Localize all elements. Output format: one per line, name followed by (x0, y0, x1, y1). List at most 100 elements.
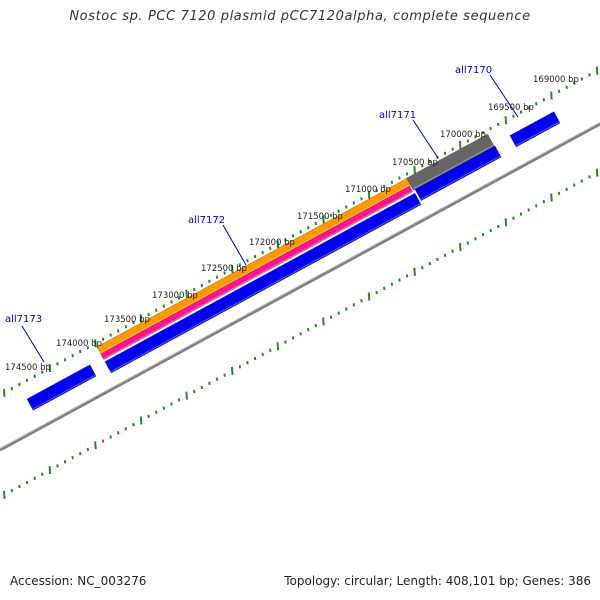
tick-mark-inner (542, 199, 546, 204)
tick-label: 171500 bp (297, 212, 343, 222)
tick-mark-outer (512, 114, 515, 118)
gene-label: all7170 (455, 65, 492, 76)
tick-mark-inner (345, 307, 348, 311)
tick-mark-inner (33, 476, 36, 480)
tick-mark-outer (413, 165, 416, 174)
tick-mark-outer (580, 77, 584, 81)
gene-bar-pink (99, 185, 414, 361)
tick-mark-outer (94, 339, 97, 348)
tick-mark-inner (269, 348, 272, 352)
tick-mark-outer (322, 215, 325, 224)
tick-mark-outer (443, 151, 447, 155)
tick-mark-outer (200, 283, 204, 288)
tick-mark-inner (489, 228, 492, 233)
tick-mark-inner (573, 183, 576, 187)
tick-mark-outer (573, 81, 576, 85)
tick-mark-inner (231, 366, 234, 376)
tick-mark-outer (170, 300, 173, 304)
tick-mark-outer (18, 382, 21, 387)
tick-mark-inner (276, 342, 280, 351)
tick-mark-outer (185, 289, 188, 298)
tick-mark-outer (261, 250, 264, 255)
tick-mark-outer (459, 141, 462, 150)
tick-mark-outer (497, 122, 500, 127)
tick-mark-inner (436, 257, 439, 262)
tick-mark-inner (497, 224, 500, 229)
tick-mark-inner (25, 480, 29, 485)
gene-bar-blue (414, 145, 502, 202)
tick-mark-inner (595, 168, 599, 177)
gene-labels: all7170 all7171 all7172 all7173 (5, 65, 519, 363)
tick-mark-inner (443, 253, 447, 257)
tick-mark-outer (291, 234, 295, 238)
tick-mark-inner (405, 274, 409, 278)
gene-bar-blue (104, 192, 422, 374)
gene-leader-line (222, 224, 247, 266)
tick-mark-outer (79, 349, 82, 354)
tick-mark-outer (383, 184, 386, 189)
tick-marks-outer (3, 66, 599, 397)
gene-bar-blue-highlight (110, 203, 421, 373)
tick-mark-outer (352, 201, 356, 205)
tick-mark-inner (580, 179, 584, 183)
tick-mark-outer (238, 263, 242, 267)
map-title: Nostoc sp. PCC 7120 plasmid pCC7120alpha… (69, 9, 531, 24)
tick-mark-inner (162, 406, 166, 410)
tick-mark-outer (466, 139, 470, 143)
tick-mark-inner (208, 381, 211, 385)
tick-mark-inner (48, 465, 52, 475)
tick-mark-outer (276, 240, 280, 249)
tick-mark-outer (307, 225, 310, 230)
gene-label: all7172 (188, 215, 225, 226)
tick-mark-outer (504, 116, 508, 125)
tick-mark-outer (595, 66, 599, 75)
tick-mark-outer (314, 221, 318, 226)
gene-bar-orange-highlight (100, 183, 412, 354)
tick-label: 171000 bp (345, 185, 391, 195)
tick-mark-inner (322, 317, 325, 326)
tick-mark-outer (124, 325, 128, 329)
tick-mark-inner (398, 278, 401, 282)
tick-mark-outer (56, 362, 59, 366)
tick-mark-outer (193, 287, 196, 292)
tick-mark-outer (231, 264, 234, 274)
tick-label: 174000 bp (56, 339, 102, 349)
backbone-line (0, 122, 600, 452)
gene-bars (26, 111, 561, 411)
tick-mark-outer (398, 176, 401, 180)
tick-mark-inner (177, 398, 181, 402)
tick-mark-outer (535, 102, 538, 106)
tick-mark-outer (519, 110, 523, 114)
tick-mark-outer (101, 337, 105, 341)
tick-mark-inner (200, 385, 204, 390)
tick-label: 174500 bp (5, 363, 51, 373)
tick-mark-outer (557, 89, 561, 94)
topology-text: Topology: circular; Length: 408,101 bp; … (284, 574, 591, 588)
tick-mark-inner (101, 439, 105, 443)
tick-mark-inner (557, 191, 561, 196)
tick-mark-inner (63, 460, 67, 464)
tick-mark-inner (238, 365, 242, 369)
tick-mark-inner (155, 410, 158, 414)
tick-mark-outer (428, 159, 432, 164)
tick-mark-outer (375, 188, 378, 193)
tick-mark-outer (147, 312, 150, 317)
tick-mark-outer (139, 314, 143, 323)
gene-label: all7173 (5, 314, 42, 325)
tick-mark-inner (86, 447, 90, 452)
tick-mark-inner (3, 490, 6, 499)
tick-mark-outer (246, 259, 249, 263)
gene-bar-gray-highlight (412, 144, 494, 190)
tick-mark-inner (421, 266, 424, 270)
tick-mark-outer (215, 275, 219, 279)
tick-mark-outer (550, 91, 553, 100)
tick-mark-outer (155, 308, 158, 312)
tick-mark-inner (94, 441, 97, 450)
tick-mark-inner (132, 422, 135, 427)
tick-mark-outer (86, 345, 90, 350)
tick-mark-inner (519, 212, 523, 216)
tick-mark-outer (360, 197, 363, 201)
tick-mark-outer (25, 378, 29, 383)
tick-mark-inner (390, 282, 394, 286)
tick-mark-outer (421, 164, 424, 168)
